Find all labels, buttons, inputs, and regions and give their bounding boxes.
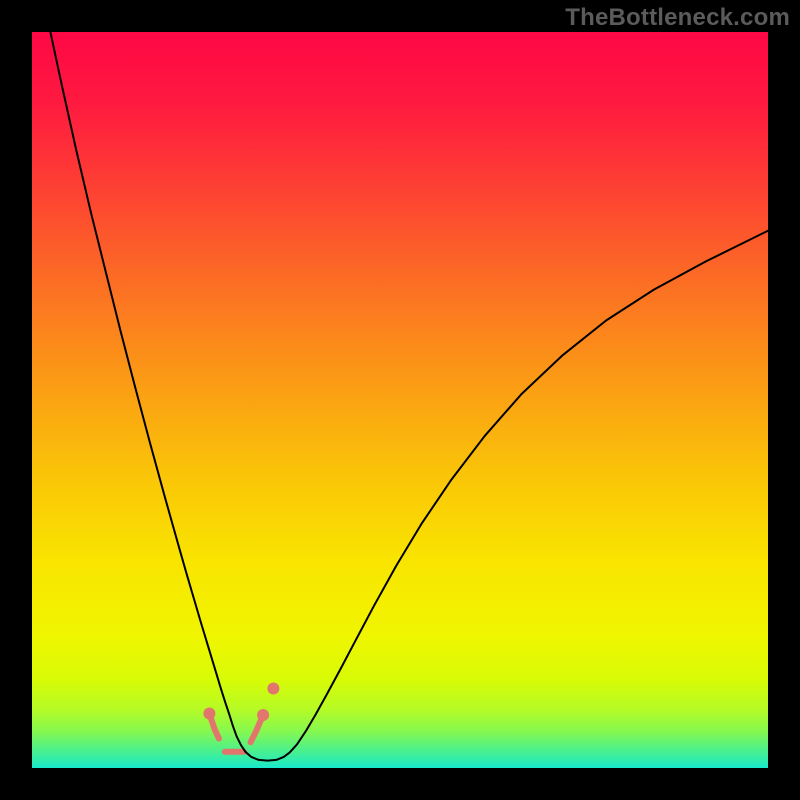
plot-background: [32, 32, 768, 768]
marker-dot: [203, 708, 215, 720]
chart-root: TheBottleneck.com: [0, 0, 800, 800]
marker-dot: [257, 709, 269, 721]
chart-svg: [0, 0, 800, 800]
watermark-label: TheBottleneck.com: [565, 4, 790, 32]
marker-dot: [267, 683, 279, 695]
